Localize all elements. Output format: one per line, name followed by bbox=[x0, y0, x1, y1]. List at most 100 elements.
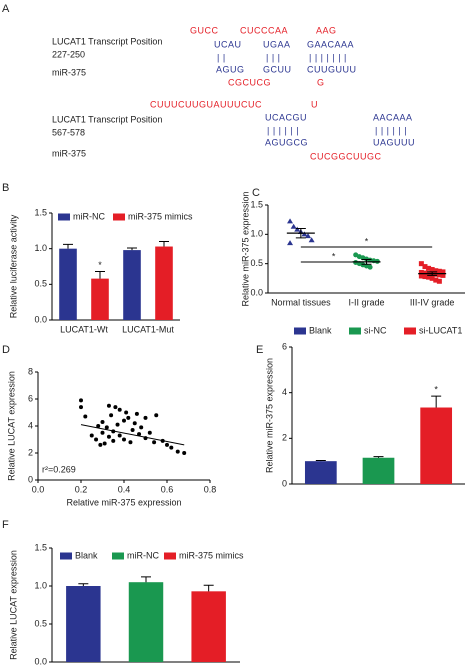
dot bbox=[418, 261, 424, 267]
bar bbox=[420, 407, 453, 484]
x-tick-label: III-IV grade bbox=[410, 297, 455, 307]
y-axis-label: Relative LUCAT expression bbox=[6, 371, 16, 481]
y-tick-label: 6 bbox=[28, 393, 33, 403]
point bbox=[96, 424, 101, 428]
dot bbox=[290, 223, 297, 229]
r-squared: r²=0.269 bbox=[42, 464, 76, 474]
y-tick-label: 1.5 bbox=[34, 207, 47, 217]
x-tick-label: Normal tissues bbox=[271, 297, 331, 307]
dot bbox=[440, 269, 446, 275]
point bbox=[137, 432, 142, 437]
x-tick-label: 0.2 bbox=[75, 484, 88, 494]
y-tick-label: 1.0 bbox=[34, 580, 47, 590]
dot bbox=[287, 240, 294, 246]
significance: * bbox=[365, 236, 369, 246]
x-tick-label: 0.0 bbox=[32, 484, 45, 494]
x-tick-label: 0.8 bbox=[204, 484, 217, 494]
point bbox=[113, 405, 118, 410]
y-axis-label: Relative luciferase activity bbox=[8, 214, 18, 318]
legend-swatch bbox=[349, 327, 361, 335]
dot bbox=[422, 264, 428, 270]
panel-label: A bbox=[2, 3, 10, 15]
point bbox=[106, 403, 111, 408]
point bbox=[130, 428, 135, 433]
point bbox=[104, 425, 109, 430]
error-bar bbox=[63, 243, 73, 249]
legend-label: si-LUCAT1 bbox=[419, 325, 462, 335]
sequence: UCAU bbox=[214, 39, 242, 49]
point bbox=[79, 398, 83, 403]
pairing: | | bbox=[217, 52, 226, 62]
dot bbox=[422, 274, 428, 280]
panel-label: F bbox=[2, 519, 9, 531]
x-tick-label: 0.4 bbox=[118, 484, 131, 494]
y-tick-label: 0.0 bbox=[250, 287, 263, 297]
legend-label: miR-NC bbox=[127, 550, 159, 560]
legend-label: miR-375 mimics bbox=[179, 550, 244, 560]
y-tick-label: 4 bbox=[28, 420, 33, 430]
point bbox=[79, 405, 83, 410]
sequence: AGUGCG bbox=[265, 137, 308, 147]
error-bar bbox=[315, 459, 326, 462]
dot bbox=[418, 269, 424, 275]
dot bbox=[287, 218, 294, 224]
site-position: 227-250 bbox=[52, 49, 85, 59]
sequence: UCACGU bbox=[265, 112, 307, 122]
y-axis-label: Relative miR-375 expression bbox=[264, 358, 274, 473]
trend-line bbox=[80, 424, 185, 446]
dot bbox=[308, 237, 315, 243]
panel-label: E bbox=[256, 344, 263, 356]
sequence: UAGUUU bbox=[373, 137, 415, 147]
dot bbox=[436, 278, 442, 284]
legend-swatch bbox=[164, 552, 176, 560]
sequence: CUUGUUU bbox=[307, 64, 357, 74]
legend-swatch bbox=[294, 327, 306, 335]
sequence: AACAAA bbox=[373, 112, 413, 122]
point bbox=[94, 437, 99, 442]
y-tick-label: 2 bbox=[282, 433, 287, 443]
sequence: G bbox=[317, 77, 325, 87]
point bbox=[132, 421, 137, 426]
y-tick-label: 4 bbox=[282, 387, 287, 397]
site-label: LUCAT1 Transcript Position bbox=[52, 114, 162, 124]
point bbox=[128, 440, 133, 445]
bar bbox=[123, 250, 141, 320]
point bbox=[117, 433, 122, 438]
point bbox=[83, 414, 88, 419]
error-bar bbox=[159, 241, 169, 247]
point bbox=[122, 437, 126, 442]
legend-swatch bbox=[404, 327, 416, 335]
y-tick-label: 0.5 bbox=[250, 258, 263, 268]
y-tick-label: 2 bbox=[28, 447, 33, 457]
point bbox=[109, 413, 114, 418]
dot bbox=[294, 226, 301, 232]
legend-label: Blank bbox=[309, 325, 332, 335]
significance: * bbox=[434, 384, 438, 394]
point bbox=[169, 445, 174, 450]
point bbox=[89, 433, 94, 438]
dot bbox=[426, 274, 432, 280]
point bbox=[152, 440, 157, 445]
sequence: AGUG bbox=[216, 64, 245, 74]
legend-swatch bbox=[60, 552, 72, 560]
dot bbox=[433, 277, 439, 283]
y-tick-label: 1.5 bbox=[250, 199, 263, 209]
significance: * bbox=[332, 251, 336, 261]
y-tick-label: 6 bbox=[282, 341, 287, 351]
panel-label: B bbox=[2, 182, 9, 194]
point bbox=[134, 411, 139, 416]
legend-swatch bbox=[112, 552, 124, 560]
error-bar bbox=[95, 270, 105, 279]
y-tick-label: 0.5 bbox=[34, 618, 47, 628]
dot bbox=[429, 275, 435, 281]
dot bbox=[433, 268, 439, 274]
point bbox=[115, 422, 120, 427]
dot bbox=[301, 231, 308, 237]
error-bar bbox=[431, 395, 442, 408]
pairing: | | | | | | | bbox=[309, 52, 347, 62]
pairing: | | | bbox=[266, 52, 281, 62]
sequence: CUCGGCUUGC bbox=[310, 151, 382, 161]
site-position: 567-578 bbox=[52, 127, 85, 137]
point bbox=[165, 442, 169, 447]
legend-label: miR-375 mimics bbox=[128, 211, 193, 221]
